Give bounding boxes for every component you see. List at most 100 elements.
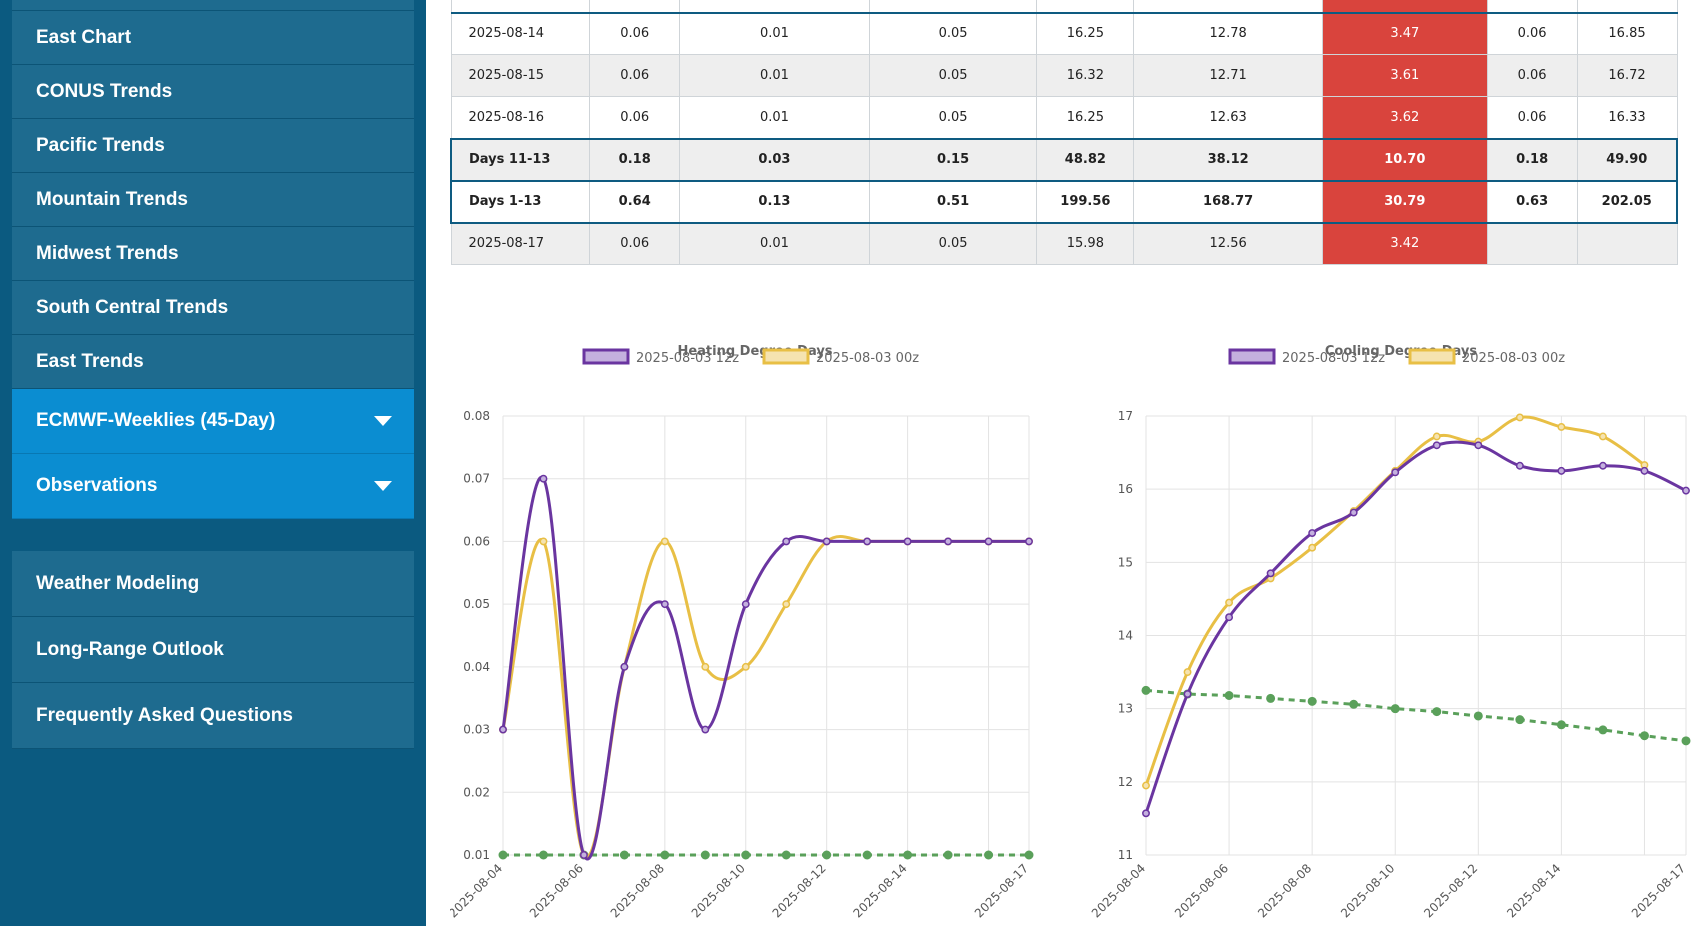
data-point[interactable]	[1474, 441, 1483, 450]
data-point[interactable]	[944, 537, 953, 546]
data-point[interactable]	[1473, 711, 1483, 721]
data-point[interactable]	[1225, 613, 1234, 622]
data-point[interactable]	[498, 850, 508, 860]
data-point[interactable]	[1598, 461, 1607, 470]
legend-label[interactable]: 2025-08-03 12z	[1282, 351, 1385, 366]
data-point[interactable]	[499, 725, 507, 734]
legend-swatch[interactable]	[1228, 348, 1276, 365]
sidebar-item-midwest-trends[interactable]: Midwest Trends	[12, 227, 414, 281]
data-point[interactable]	[741, 600, 750, 609]
data-point[interactable]	[538, 850, 548, 860]
legend-label[interactable]: 2025-08-03 12z	[636, 351, 739, 366]
sidebar-dropdown-ecmwf-weeklies[interactable]: ECMWF-Weeklies (45-Day)	[12, 389, 414, 454]
data-point[interactable]	[1308, 529, 1317, 538]
data-point[interactable]	[862, 850, 872, 860]
sidebar-item-faq[interactable]: Frequently Asked Questions	[12, 683, 414, 749]
legend-swatch[interactable]	[1408, 348, 1456, 365]
data-point[interactable]	[984, 850, 994, 860]
data-point[interactable]	[620, 662, 629, 671]
y-tick-label: 0.01	[463, 848, 490, 862]
data-point[interactable]	[822, 537, 831, 546]
data-point[interactable]	[781, 850, 791, 860]
sidebar-item-partial[interactable]	[12, 0, 414, 11]
data-point[interactable]	[660, 600, 669, 609]
data-point[interactable]	[1556, 720, 1566, 730]
legend-label[interactable]: 2025-08-03 00z	[1462, 351, 1565, 366]
data-point[interactable]	[1308, 543, 1317, 552]
data-point[interactable]	[1432, 707, 1442, 717]
sidebar-item-south-central-trends[interactable]: South Central Trends	[12, 281, 414, 335]
data-point[interactable]	[1349, 508, 1358, 517]
data-point[interactable]	[1515, 461, 1524, 470]
data-point[interactable]	[984, 537, 993, 546]
table-cell-label: 2025-08-15	[450, 54, 591, 97]
data-point[interactable]	[1557, 423, 1566, 431]
y-tick-label: 14	[1118, 629, 1133, 643]
sidebar-item-label: Long-Range Outlook	[36, 638, 224, 660]
data-point[interactable]	[660, 850, 670, 860]
data-point[interactable]	[1598, 725, 1608, 735]
data-point[interactable]	[700, 850, 710, 860]
data-point[interactable]	[1681, 736, 1691, 746]
data-point[interactable]	[1639, 731, 1649, 741]
data-point[interactable]	[539, 537, 548, 546]
data-point[interactable]	[660, 537, 669, 546]
data-point[interactable]	[1266, 569, 1275, 578]
data-point[interactable]	[1224, 690, 1234, 700]
data-point[interactable]	[863, 537, 872, 546]
data-point[interactable]	[1266, 693, 1276, 703]
data-point[interactable]	[1432, 441, 1441, 450]
data-point[interactable]	[1349, 699, 1359, 709]
data-point[interactable]	[1391, 468, 1400, 477]
data-point[interactable]	[943, 850, 953, 860]
data-point[interactable]	[701, 725, 710, 734]
data-point[interactable]	[903, 850, 913, 860]
y-tick-label: 0.08	[463, 409, 490, 423]
table-cell-label: Days 11-13	[450, 137, 591, 182]
data-point[interactable]	[903, 537, 912, 546]
legend-label[interactable]: 2025-08-03 00z	[816, 351, 919, 366]
sidebar-item-long-range-outlook[interactable]: Long-Range Outlook	[12, 617, 414, 683]
data-point[interactable]	[1142, 781, 1150, 790]
table-row: 2025-08-16 0.06 0.01 0.05 16.25 12.63 3.62 0.06…	[450, 96, 1678, 139]
data-point[interactable]	[1390, 704, 1400, 714]
data-point[interactable]	[822, 850, 832, 860]
data-point[interactable]	[1515, 413, 1524, 422]
table-cell: 199.56	[1036, 179, 1135, 224]
data-point[interactable]	[1141, 685, 1151, 695]
data-point[interactable]	[1183, 690, 1192, 698]
data-point[interactable]	[619, 850, 629, 860]
legend-swatch[interactable]	[582, 348, 630, 365]
data-point[interactable]	[1598, 432, 1607, 441]
data-point[interactable]	[1024, 850, 1034, 860]
data-point[interactable]	[741, 850, 751, 860]
sidebar-item-east-chart[interactable]: East Chart	[12, 11, 414, 65]
sidebar-item-conus-trends[interactable]: CONUS Trends	[12, 65, 414, 119]
data-point[interactable]	[579, 851, 588, 859]
data-point[interactable]	[1183, 668, 1192, 677]
data-point[interactable]	[1640, 466, 1649, 475]
data-point[interactable]	[1432, 432, 1441, 441]
data-point[interactable]	[741, 662, 750, 671]
legend-swatch[interactable]	[762, 348, 810, 365]
data-point[interactable]	[1142, 809, 1150, 818]
data-point[interactable]	[1225, 598, 1234, 607]
data-point[interactable]	[539, 474, 548, 483]
data-point[interactable]	[1515, 715, 1525, 725]
sidebar-item-pacific-trends[interactable]: Pacific Trends	[12, 119, 414, 173]
data-point[interactable]	[701, 662, 710, 671]
data-table: 2025-08-14 0.06 0.01 0.05 16.25 12.78 3.47 0.06…	[450, 0, 1678, 265]
sidebar-item-mountain-trends[interactable]: Mountain Trends	[12, 173, 414, 227]
data-point[interactable]	[782, 600, 791, 609]
data-point[interactable]	[1557, 466, 1566, 475]
table-cell-label: 2025-08-16	[450, 96, 591, 139]
data-point[interactable]	[782, 537, 791, 546]
table-cell: 48.82	[1036, 137, 1135, 182]
sidebar-item-weather-modeling[interactable]: Weather Modeling	[12, 551, 414, 617]
sidebar-item-east-trends[interactable]: East Trends	[12, 335, 414, 389]
data-point[interactable]	[1025, 537, 1033, 546]
sidebar-dropdown-observations[interactable]: Observations	[12, 454, 414, 519]
data-point[interactable]	[1307, 696, 1317, 706]
data-point[interactable]	[1682, 486, 1690, 495]
